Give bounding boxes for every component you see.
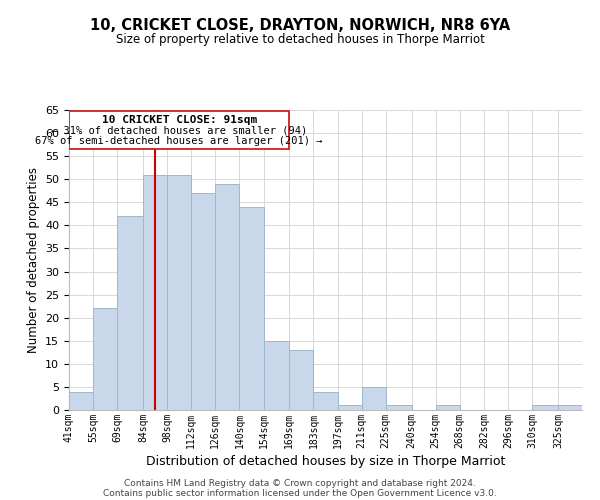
Bar xyxy=(362,387,386,410)
Bar xyxy=(289,350,313,410)
Bar xyxy=(263,341,289,410)
Bar xyxy=(239,207,263,410)
Bar xyxy=(215,184,239,410)
Bar xyxy=(338,406,362,410)
Bar xyxy=(167,174,191,410)
Bar xyxy=(143,174,167,410)
Text: Size of property relative to detached houses in Thorpe Marriot: Size of property relative to detached ho… xyxy=(116,32,484,46)
FancyBboxPatch shape xyxy=(69,111,289,149)
Text: 67% of semi-detached houses are larger (201) →: 67% of semi-detached houses are larger (… xyxy=(35,136,323,146)
Bar xyxy=(436,406,460,410)
Bar xyxy=(93,308,117,410)
Text: Contains HM Land Registry data © Crown copyright and database right 2024.: Contains HM Land Registry data © Crown c… xyxy=(124,478,476,488)
Bar xyxy=(69,392,93,410)
Bar xyxy=(532,406,558,410)
Bar xyxy=(117,216,143,410)
X-axis label: Distribution of detached houses by size in Thorpe Marriot: Distribution of detached houses by size … xyxy=(146,455,505,468)
Text: 10 CRICKET CLOSE: 91sqm: 10 CRICKET CLOSE: 91sqm xyxy=(101,114,257,124)
Y-axis label: Number of detached properties: Number of detached properties xyxy=(26,167,40,353)
Bar xyxy=(386,406,412,410)
Text: 10, CRICKET CLOSE, DRAYTON, NORWICH, NR8 6YA: 10, CRICKET CLOSE, DRAYTON, NORWICH, NR8… xyxy=(90,18,510,32)
Bar xyxy=(191,193,215,410)
Bar xyxy=(313,392,338,410)
Text: Contains public sector information licensed under the Open Government Licence v3: Contains public sector information licen… xyxy=(103,488,497,498)
Text: ← 31% of detached houses are smaller (94): ← 31% of detached houses are smaller (94… xyxy=(51,126,307,136)
Bar xyxy=(558,406,582,410)
